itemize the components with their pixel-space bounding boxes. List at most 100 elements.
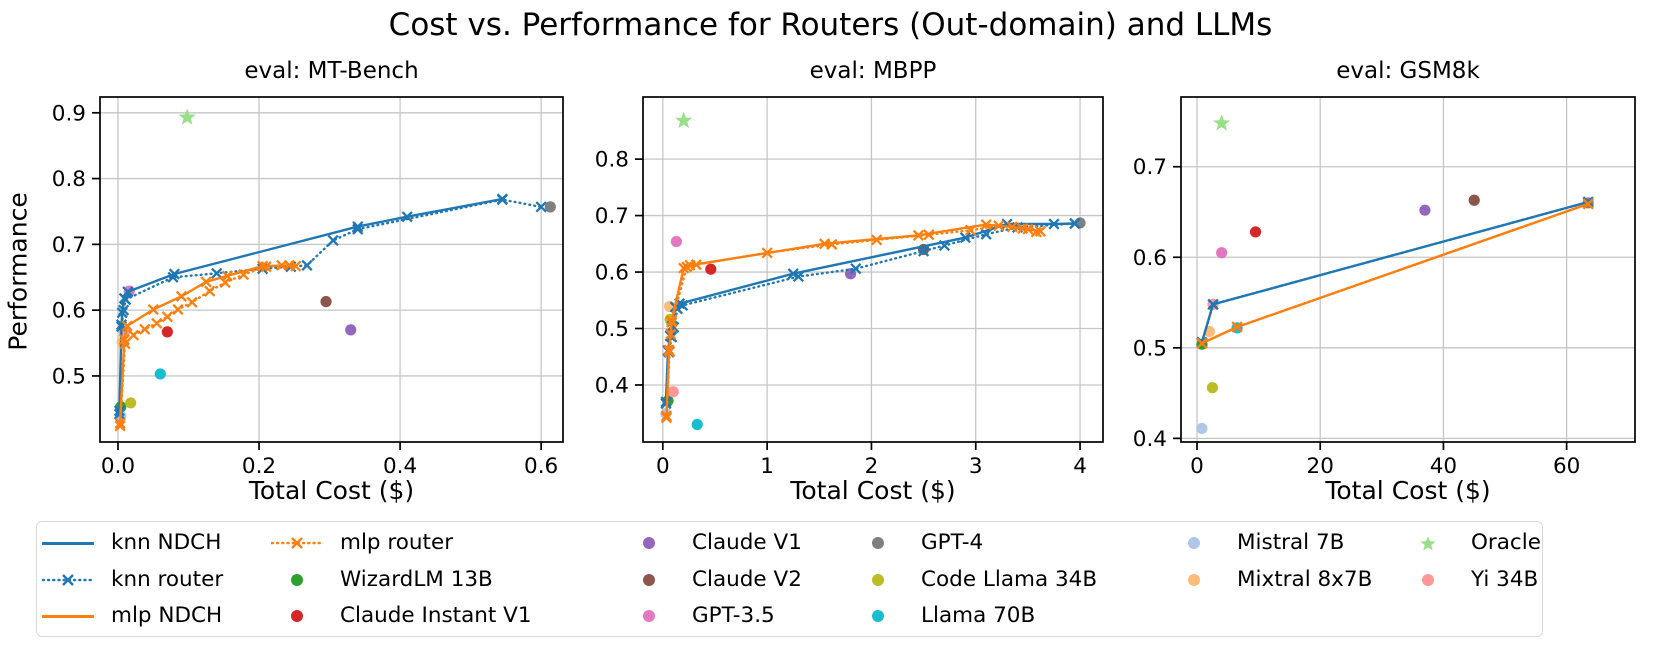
mistral-7b-marker-icon — [1168, 531, 1220, 555]
oracle-marker-icon — [1402, 531, 1454, 555]
axes-border — [642, 96, 1104, 443]
x-tick-label: 0.6 — [524, 454, 558, 479]
legend-label: knn router — [111, 567, 224, 593]
y-tick-label: 0.6 — [1133, 246, 1167, 271]
legend-item-knn-router: knn router — [42, 566, 223, 594]
x-tick-label: 2 — [865, 454, 879, 479]
series-knn-router-markers — [660, 217, 1081, 410]
y-tick-label: 0.5 — [1133, 336, 1167, 361]
series-mlp-router-markers — [660, 220, 1042, 424]
y-tick-label: 0.7 — [595, 204, 629, 229]
data-layer — [660, 111, 1086, 431]
y-tick-label: 0.8 — [52, 167, 86, 192]
claude-instant-v1-marker-icon — [271, 604, 323, 628]
line-sample — [42, 614, 94, 618]
x-tick-label: 4 — [1073, 454, 1087, 479]
panel-title-gsm8k: eval: GSM8k — [1336, 58, 1480, 84]
x-axis-label-mt-bench: Total Cost ($) — [248, 476, 415, 505]
x-tick-label: 3 — [969, 454, 983, 479]
scatter-oracle — [1213, 114, 1231, 131]
panel-title-mt-bench: eval: MT-Bench — [244, 58, 419, 84]
scatter-code-llama-34b — [1206, 382, 1219, 394]
scatter-gpt-3-5 — [670, 235, 682, 248]
star-sample — [1420, 536, 1436, 551]
x-tick-label: 60 — [1553, 454, 1580, 479]
legend-label: Llama 70B — [921, 603, 1036, 629]
dot-sample — [872, 537, 884, 549]
x-tick-label: 0 — [656, 454, 670, 479]
legend-label: Oracle — [1471, 530, 1541, 556]
scatter-llama-70b — [691, 418, 703, 431]
x-axis-label-gsm8k: Total Cost ($) — [1325, 476, 1491, 505]
series-knn-ndch-line — [664, 222, 1075, 402]
legend-item-gpt-4: GPT-4 — [852, 529, 983, 557]
scatter-llama-70b — [154, 368, 166, 380]
mlp-router-marker-icon — [271, 531, 323, 555]
panel-eval-mbpp: 0 1 2 3 4 0.4 0.5 0.6 0.7 0.8 — [595, 96, 1104, 479]
series-mlp-ndch-markers — [660, 218, 1047, 422]
dot-sample — [1188, 537, 1200, 549]
ticks: 0.0 0.2 0.4 0.6 0.5 0.6 0.7 0.8 0.9 — [52, 101, 558, 479]
series-mlp-ndch-markers — [1196, 198, 1594, 349]
legend-label: GPT-3.5 — [692, 603, 775, 629]
dot-sample — [643, 610, 655, 622]
y-tick-label: 0.7 — [1133, 155, 1167, 180]
gridlines — [1181, 97, 1635, 442]
llama-70b-marker-icon — [852, 604, 904, 628]
scatter-claude-instant-v1 — [1249, 226, 1262, 238]
series-mlp-ndch-line — [118, 264, 290, 424]
x-tick-label: 0.0 — [101, 454, 135, 479]
ticks: 0 20 40 60 0.4 0.5 0.6 0.7 — [1133, 155, 1581, 479]
panel-eval-gsm8k: 0 20 40 60 0.4 0.5 0.6 0.7 — [1133, 96, 1636, 479]
legend-item-claude-instant-v1: Claude Instant V1 — [271, 602, 532, 630]
legend-item-mixtral-8x7b: Mixtral 8x7B — [1168, 566, 1372, 594]
wizardlm-13b-marker-icon — [271, 568, 323, 592]
y-tick-label: 0.9 — [52, 101, 86, 126]
scatter-mistral-7b — [1196, 422, 1208, 435]
x-axis-label-mbpp: Total Cost ($) — [790, 476, 956, 505]
dot-sample — [1422, 574, 1434, 586]
line-sample — [42, 541, 94, 545]
y-tick-label: 0.6 — [52, 299, 86, 324]
x-tick-label: 0.4 — [383, 454, 417, 479]
series-knn-ndch-markers — [660, 217, 1081, 408]
knn-ndch-marker-icon — [42, 531, 94, 555]
legend-item-llama-70b: Llama 70B — [852, 602, 1035, 630]
mlp-ndch-marker-icon — [42, 604, 94, 628]
legend-label: knn NDCH — [111, 530, 222, 556]
scatter-yi-34b — [667, 386, 679, 398]
legend-item-mlp-router: mlp router — [271, 529, 453, 557]
dot-sample — [872, 574, 884, 586]
legend-item-claude-v2: Claude V2 — [623, 566, 802, 594]
legend-item-code-llama-34b: Code Llama 34B — [852, 566, 1097, 594]
scatter-code-llama-34b — [125, 397, 137, 409]
data-layer — [1196, 114, 1594, 435]
legend-item-oracle: Oracle — [1402, 529, 1541, 557]
claude-v2-marker-icon — [623, 568, 675, 592]
legend-label: WizardLM 13B — [340, 567, 493, 593]
scatter-claude-v1 — [345, 324, 357, 336]
x-tick-label: 0 — [1190, 454, 1204, 479]
figure-title: Cost vs. Performance for Routers (Out-do… — [388, 7, 1273, 43]
claude-v1-marker-icon — [623, 531, 675, 555]
x-tick-label: 40 — [1430, 454, 1457, 479]
axes-border — [99, 96, 564, 443]
legend-item-mlp-ndch: mlp NDCH — [42, 602, 222, 630]
y-tick-label: 0.8 — [595, 148, 629, 173]
scatter-claude-v2 — [1468, 194, 1480, 206]
y-tick-label: 0.5 — [595, 317, 629, 342]
legend-label: mlp NDCH — [111, 603, 223, 629]
code-llama-34b-marker-icon — [852, 568, 904, 592]
legend-item-gpt-3-5: GPT-3.5 — [623, 602, 775, 630]
legend-label: GPT-4 — [921, 530, 984, 556]
ticks: 0 1 2 3 4 0.4 0.5 0.6 0.7 0.8 — [595, 148, 1087, 479]
series-mlp-ndch-line — [1201, 202, 1589, 345]
dotted-line-sample — [42, 574, 94, 586]
dot-sample — [872, 610, 884, 622]
scatter-gpt-3-5 — [1216, 247, 1228, 259]
gpt-4-marker-icon — [852, 531, 904, 555]
gpt-3-5-marker-icon — [623, 604, 675, 628]
legend-label: Mixtral 8x7B — [1237, 567, 1373, 593]
dot-sample — [643, 574, 655, 586]
